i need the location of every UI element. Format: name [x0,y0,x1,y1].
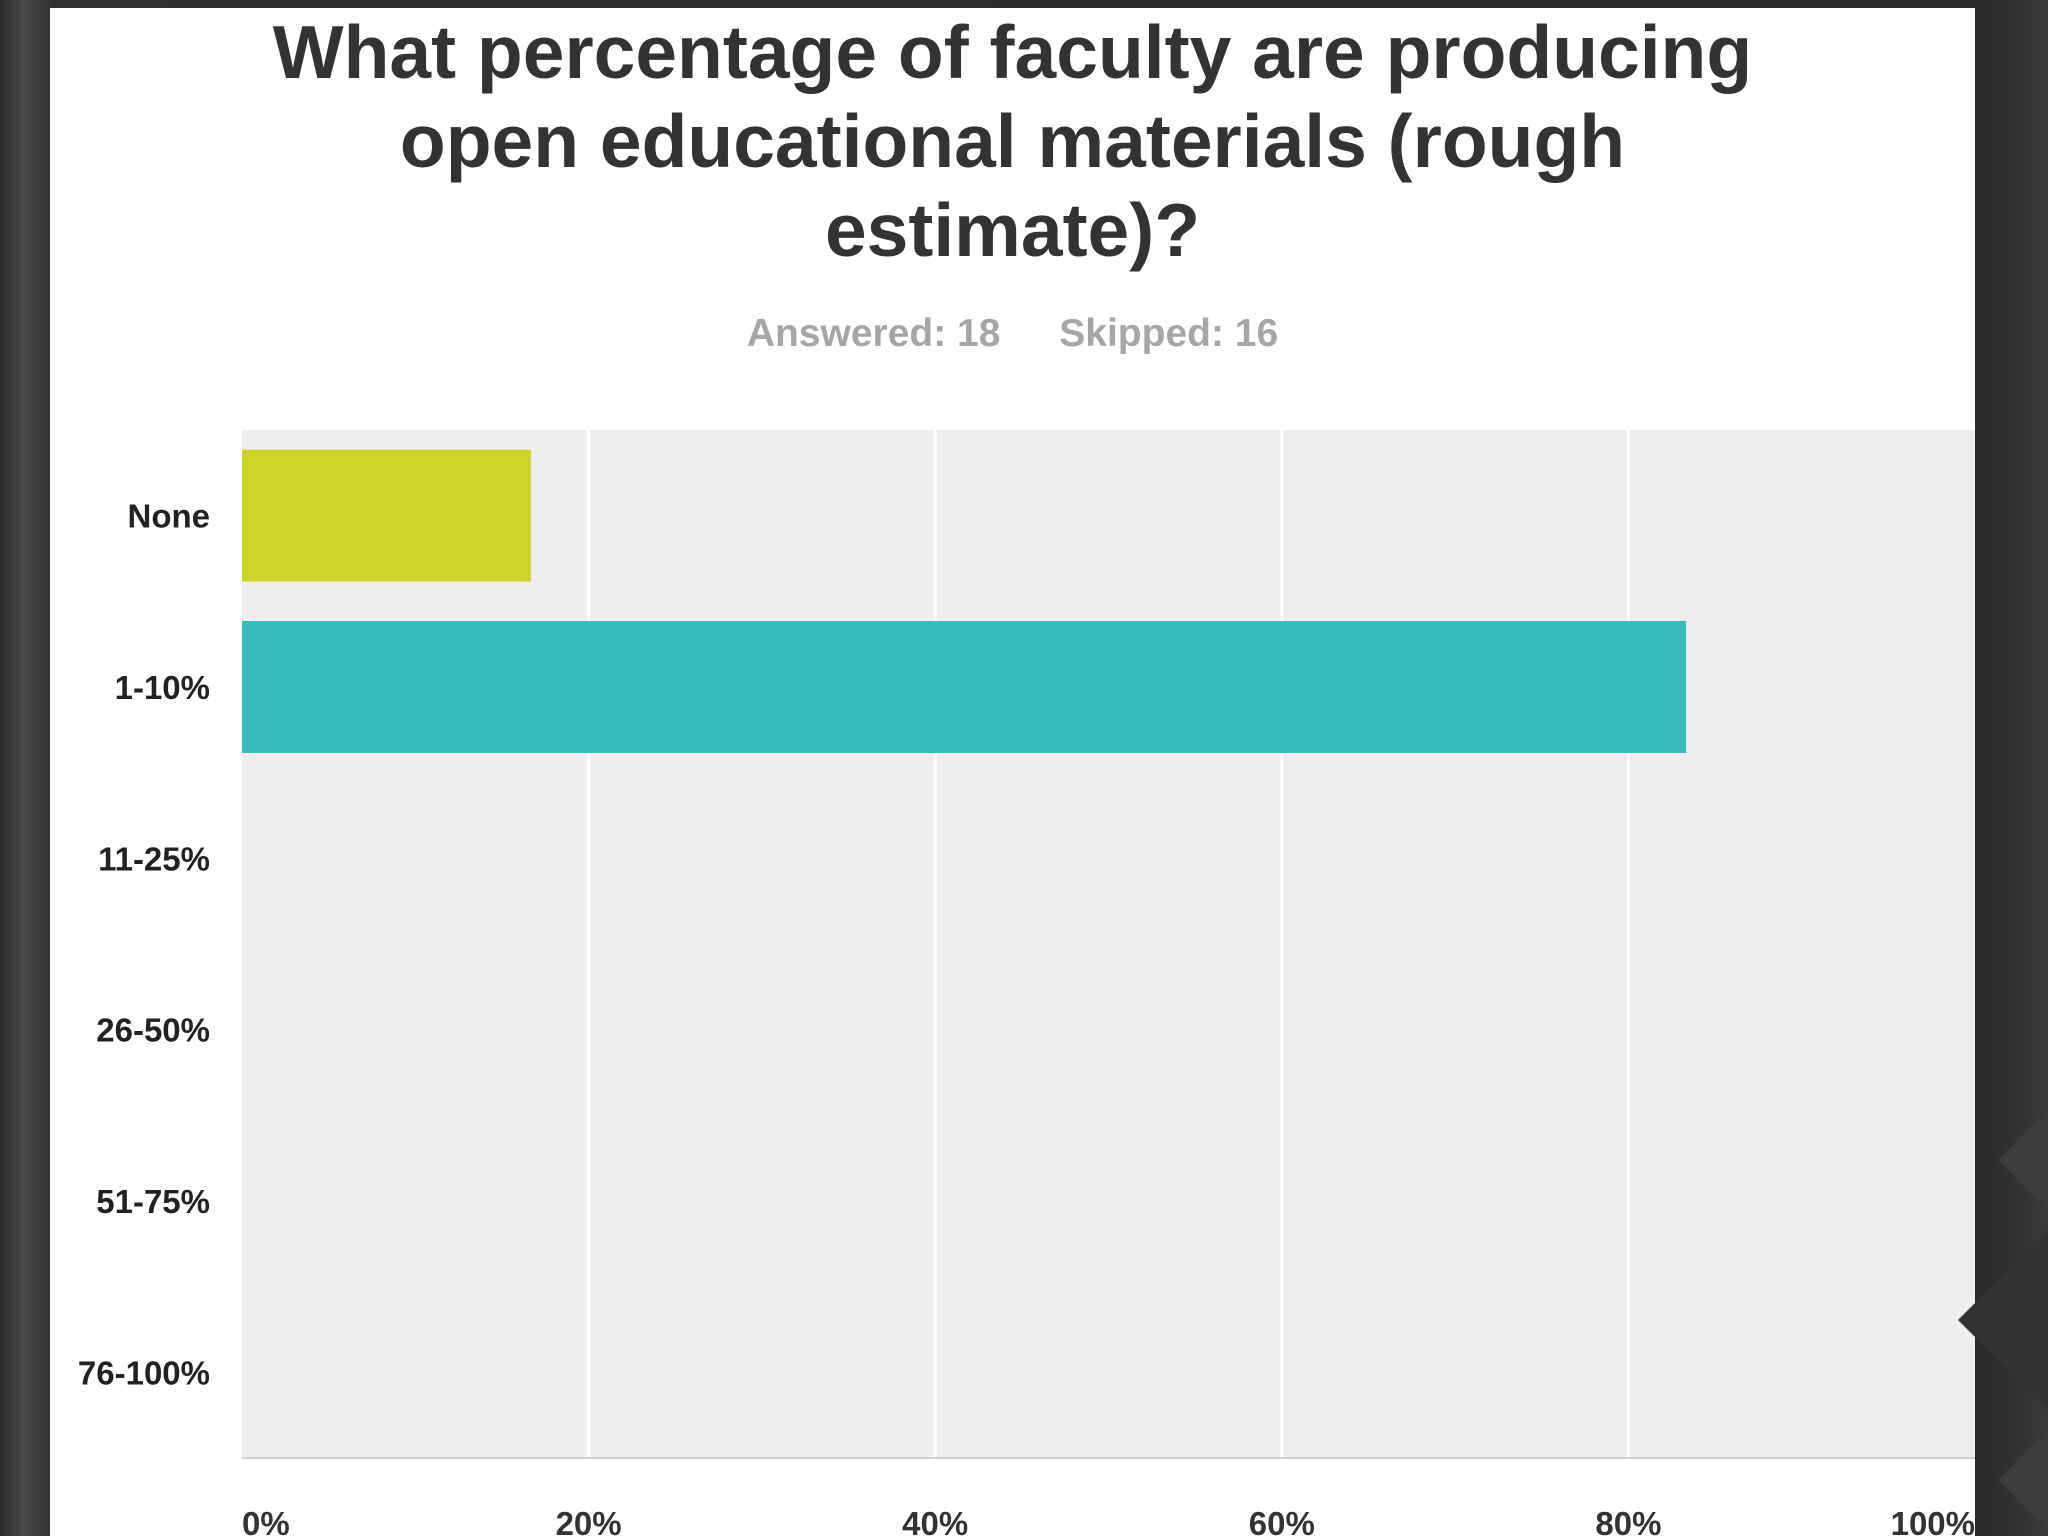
y-category-label: 51-75% [96,1183,210,1220]
chart-title-line-1: What percentage of faculty are producing [272,10,1753,94]
slide-corner-decoration [1958,1110,2048,1530]
x-tick-label: 0% [242,1505,290,1536]
chart-title: What percentage of faculty are producing… [50,8,1975,275]
x-tick-label: 20% [556,1505,622,1536]
y-category-label: 26-50% [96,1012,210,1049]
skipped-count: Skipped: 16 [1059,312,1279,355]
response-summary: Answered: 18 Skipped: 16 [50,312,1975,356]
x-tick-label: 60% [1249,1505,1315,1536]
chart-title-line-3: estimate)? [824,188,1201,272]
x-tick-label: 80% [1595,1505,1661,1536]
x-tick-label: 40% [902,1505,968,1536]
y-category-label: 1-10% [115,669,210,706]
y-category-label: None [128,498,211,535]
y-category-label: 76-100% [78,1354,210,1391]
bar [242,449,531,582]
x-tick-label: 100% [1891,1505,1975,1536]
answered-count: Answered: 18 [746,312,1001,355]
chart-title-line-2: open educational materials (rough [399,99,1626,183]
y-category-label: 11-25% [98,840,210,877]
bar [242,621,1687,753]
bar-chart: 0% 20% 40% 60% 80% 100% None 1-10% 11-25% 26-50% 5… [78,430,1975,1536]
slide-frame: What percentage of faculty are producing… [50,8,1975,1536]
plot-area [242,430,1975,1458]
